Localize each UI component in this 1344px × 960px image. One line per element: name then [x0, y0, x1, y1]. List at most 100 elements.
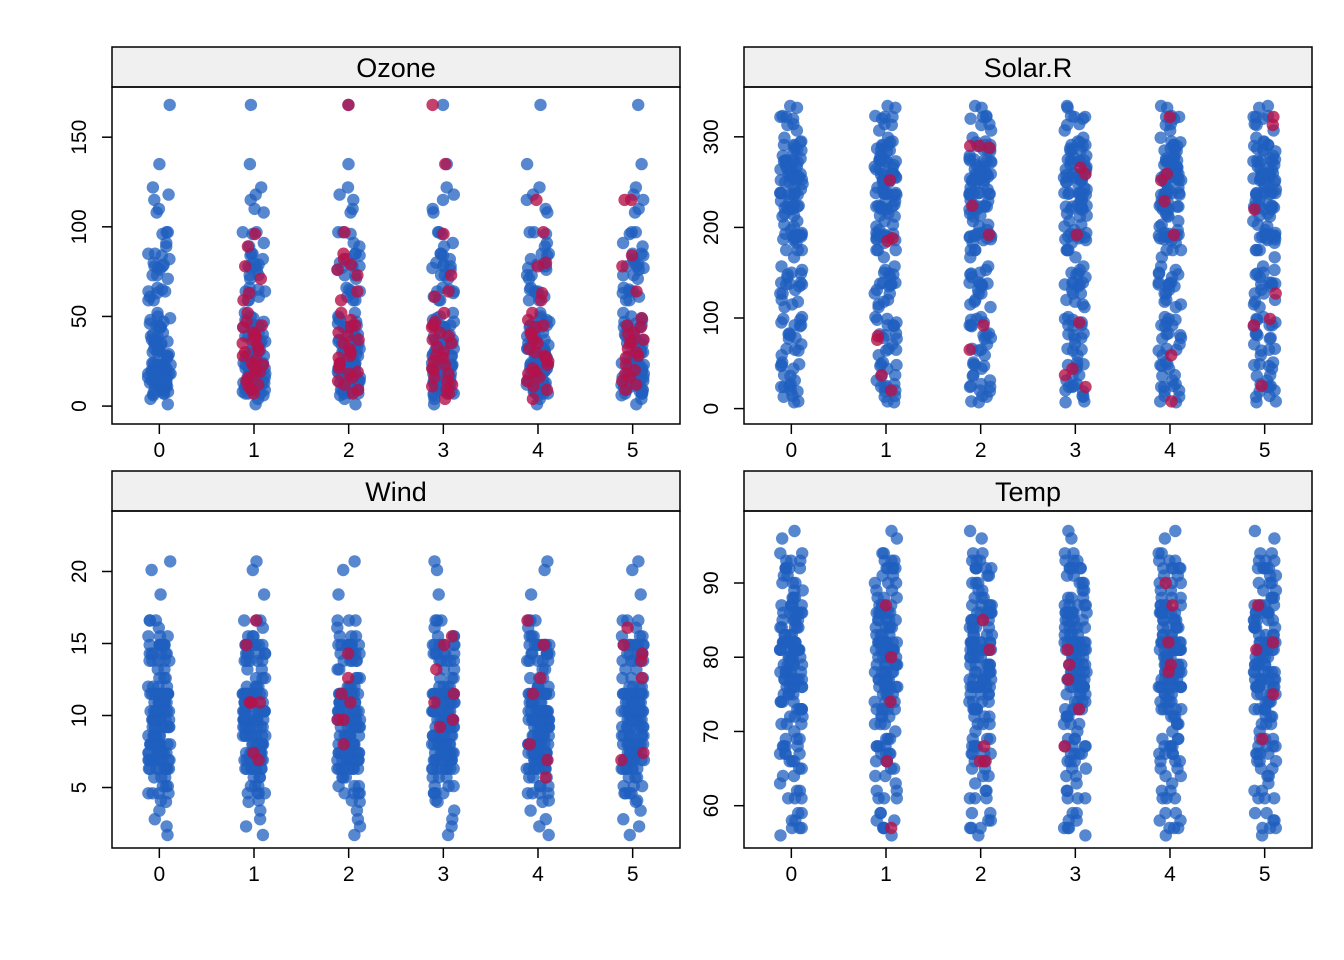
- observed-point: [868, 576, 882, 590]
- strip-title: Wind: [365, 477, 427, 507]
- observed-point: [447, 654, 461, 667]
- observed-point: [796, 547, 809, 560]
- imputed-point: [1158, 194, 1171, 208]
- imputed-point: [1266, 118, 1280, 132]
- observed-point: [249, 671, 263, 685]
- observed-point: [1263, 332, 1277, 345]
- observed-point: [879, 769, 892, 783]
- observed-point: [1158, 380, 1171, 394]
- x-tick-label: 2: [343, 439, 355, 462]
- observed-point: [1078, 740, 1092, 753]
- observed-point: [1169, 554, 1182, 567]
- observed-point: [1263, 276, 1276, 289]
- observed-point: [975, 591, 988, 604]
- observed-point: [249, 260, 263, 273]
- imputed-point: [880, 755, 894, 768]
- observed-point: [980, 792, 993, 805]
- observed-point: [437, 647, 451, 660]
- observed-point: [968, 153, 981, 166]
- observed-point: [773, 777, 787, 790]
- observed-point: [1172, 110, 1186, 124]
- imputed-point: [331, 263, 344, 276]
- observed-point: [1156, 732, 1169, 746]
- imputed-point: [884, 695, 897, 708]
- imputed-point: [352, 333, 365, 346]
- observed-point: [623, 705, 636, 718]
- imputed-point: [637, 333, 650, 346]
- imputed-point: [521, 614, 534, 627]
- observed-point: [161, 349, 174, 363]
- x-tick-label: 5: [1259, 439, 1271, 462]
- observed-point: [985, 562, 998, 575]
- observed-point: [527, 762, 541, 775]
- observed-point: [1256, 260, 1270, 273]
- observed-point: [254, 720, 267, 734]
- observed-point: [966, 599, 979, 612]
- observed-point: [521, 787, 535, 800]
- observed-point: [875, 703, 889, 716]
- imputed-point: [881, 234, 894, 248]
- observed-point: [1268, 792, 1281, 805]
- y-tick-label: 0: [68, 400, 91, 412]
- imputed-point: [241, 240, 255, 253]
- observed-point: [780, 554, 793, 567]
- imputed-point: [249, 353, 263, 366]
- observed-point: [790, 101, 804, 115]
- observed-point: [634, 804, 647, 817]
- observed-point: [870, 220, 883, 233]
- observed-point: [967, 358, 980, 371]
- imputed-point: [529, 346, 542, 359]
- imputed-point: [884, 384, 898, 397]
- imputed-point: [875, 368, 888, 382]
- x-axis: 0 1 2 3 4 5: [153, 848, 639, 886]
- observed-point: [151, 663, 164, 676]
- observed-point: [445, 753, 458, 767]
- y-tick-label: 80: [700, 646, 723, 669]
- observed-point: [775, 316, 788, 329]
- observed-point: [239, 729, 252, 742]
- imputed-point: [240, 315, 253, 328]
- y-tick-label: 90: [700, 571, 723, 594]
- observed-point: [1173, 338, 1186, 351]
- imputed-point: [333, 356, 346, 370]
- imputed-point: [250, 331, 263, 345]
- observed-point: [877, 251, 891, 264]
- imputed-point: [973, 139, 986, 153]
- observed-point: [524, 588, 538, 601]
- observed-point: [975, 532, 988, 545]
- x-tick-label: 0: [153, 439, 165, 462]
- observed-point: [793, 562, 807, 575]
- imputed-point: [630, 378, 643, 391]
- y-tick-label: 5: [68, 782, 91, 794]
- observed-point: [534, 98, 547, 112]
- observed-point: [539, 202, 552, 216]
- observed-point: [343, 762, 356, 775]
- x-tick-label: 4: [532, 439, 544, 462]
- observed-point: [142, 247, 155, 260]
- observed-point: [795, 310, 809, 324]
- observed-point: [149, 687, 162, 701]
- y-tick-label: 10: [68, 704, 91, 727]
- observed-point: [623, 294, 636, 307]
- strip-title: Solar.R: [984, 53, 1073, 83]
- observed-point: [255, 663, 268, 676]
- y-tick-label: 20: [68, 560, 91, 583]
- observed-point: [890, 358, 903, 372]
- observed-point: [156, 753, 169, 767]
- x-tick-label: 0: [153, 863, 165, 886]
- x-tick-label: 2: [343, 863, 355, 886]
- observed-point: [966, 554, 979, 567]
- imputed-point: [616, 260, 629, 273]
- observed-point: [974, 167, 987, 181]
- observed-point: [236, 226, 249, 239]
- x-tick-label: 1: [880, 439, 892, 462]
- plot-frame: [111, 86, 681, 425]
- observed-point: [787, 591, 800, 604]
- observed-point: [795, 806, 808, 820]
- imputed-point: [531, 260, 545, 273]
- observed-point: [971, 283, 985, 297]
- imputed-point: [1165, 395, 1178, 408]
- observed-point: [1059, 396, 1072, 409]
- observed-point: [161, 272, 174, 285]
- x-tick-label: 5: [627, 863, 639, 886]
